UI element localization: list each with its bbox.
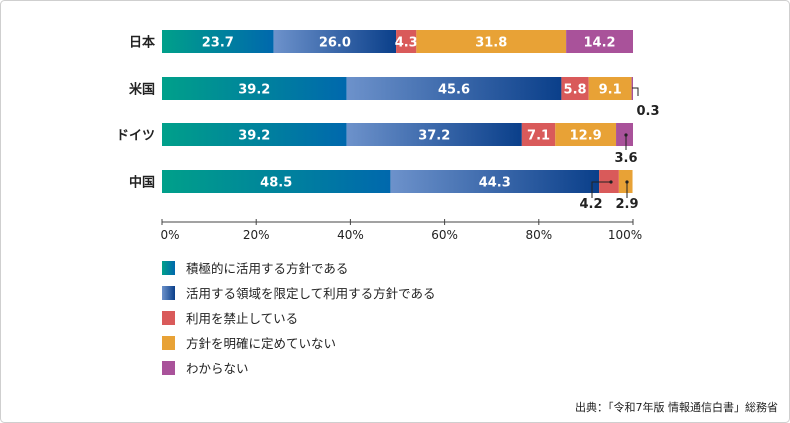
bar-segment bbox=[162, 170, 391, 193]
category-label: 米国 bbox=[129, 82, 155, 98]
x-tick-label: 40% bbox=[337, 228, 364, 242]
legend-label: 利用を禁止している bbox=[186, 311, 298, 326]
legend-label: 積極的に活用する方針である bbox=[186, 261, 348, 276]
bar-segment bbox=[162, 123, 347, 146]
bar-segment bbox=[162, 30, 274, 53]
x-tick-label: 20% bbox=[243, 228, 270, 242]
data-label: 4.3 bbox=[395, 36, 418, 51]
data-label-outside: 2.9 bbox=[615, 197, 638, 212]
data-label: 5.8 bbox=[564, 83, 587, 98]
x-tick-label: 60% bbox=[431, 228, 458, 242]
data-label-outside: 0.3 bbox=[636, 104, 659, 119]
category-label: 中国 bbox=[129, 175, 155, 191]
data-label: 7.1 bbox=[527, 129, 550, 144]
leader-line bbox=[591, 181, 611, 198]
data-label-outside: 4.2 bbox=[579, 197, 602, 212]
source-note: 出典：「令和7年版 情報通信白書」総務省 bbox=[575, 400, 778, 414]
bar-segment bbox=[390, 170, 600, 193]
legend-swatch bbox=[162, 336, 175, 350]
legend-swatch bbox=[162, 261, 175, 275]
data-label: 31.8 bbox=[475, 36, 507, 51]
data-label: 14.2 bbox=[584, 36, 616, 51]
leader-line bbox=[632, 87, 639, 96]
data-label: 48.5 bbox=[260, 176, 292, 191]
legend-swatch bbox=[162, 311, 175, 325]
data-label-outside: 3.6 bbox=[614, 151, 637, 166]
bar-segment bbox=[396, 30, 417, 53]
bar-segment bbox=[162, 77, 347, 100]
bar-segment bbox=[416, 30, 567, 53]
legend-swatch bbox=[162, 361, 175, 375]
bar-segment bbox=[566, 30, 633, 53]
bar-segment bbox=[346, 123, 522, 146]
legend-swatch bbox=[162, 286, 175, 300]
data-label: 9.1 bbox=[599, 83, 622, 98]
data-label: 37.2 bbox=[418, 129, 450, 144]
bar-segment bbox=[521, 123, 556, 146]
data-label: 39.2 bbox=[238, 83, 270, 98]
legend-label: 活用する領域を限定して利用する方針である bbox=[186, 286, 436, 301]
bar-segment bbox=[588, 77, 632, 100]
bar-segment bbox=[346, 77, 562, 100]
data-label: 26.0 bbox=[319, 36, 351, 51]
category-label: 日本 bbox=[129, 35, 155, 51]
bar-segment bbox=[555, 123, 617, 146]
legend-label: わからない bbox=[186, 361, 249, 376]
x-tick-label: 80% bbox=[525, 228, 552, 242]
x-tick-label: 100% bbox=[608, 228, 642, 242]
bar-segment bbox=[273, 30, 397, 53]
data-label: 12.9 bbox=[570, 129, 602, 144]
x-tick-label: 0% bbox=[160, 228, 179, 242]
legend-label: 方針を明確に定めていない bbox=[186, 336, 336, 351]
data-label: 23.7 bbox=[202, 36, 234, 51]
bar-segment bbox=[561, 77, 589, 100]
data-label: 45.6 bbox=[438, 83, 470, 98]
data-label: 39.2 bbox=[238, 129, 270, 144]
data-label: 44.3 bbox=[479, 176, 511, 191]
category-label: ドイツ bbox=[116, 129, 155, 144]
